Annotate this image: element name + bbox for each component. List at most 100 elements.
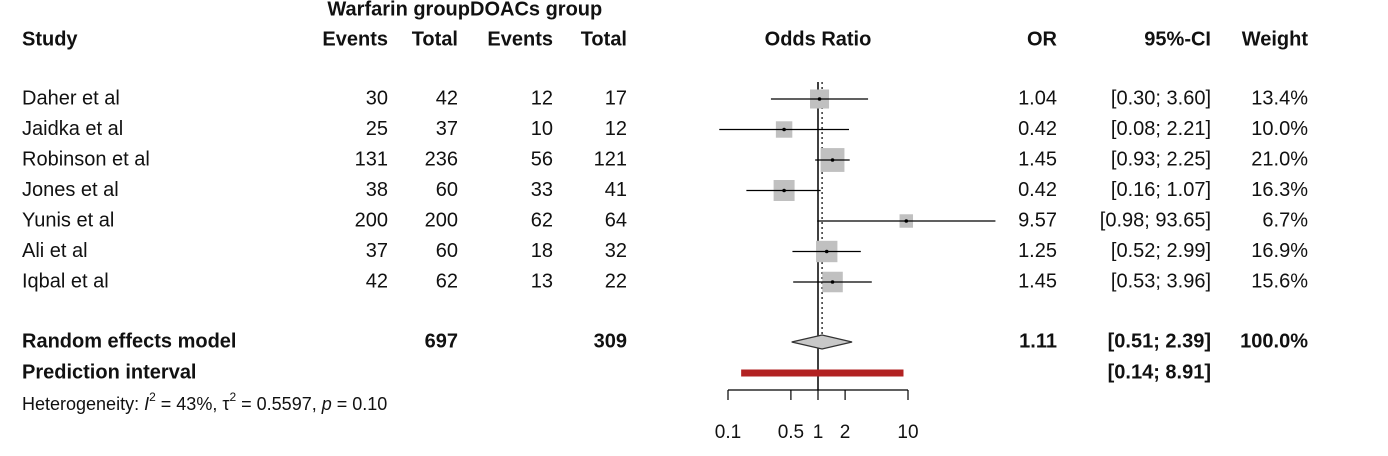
odds-ratio: 1.45 bbox=[1018, 148, 1057, 170]
events: 62 bbox=[531, 209, 553, 231]
column-header: Events bbox=[487, 28, 553, 50]
ci-label: [0.93; 2.25] bbox=[1111, 148, 1211, 170]
events: 30 bbox=[366, 87, 388, 109]
study-name: Ali et al bbox=[22, 240, 88, 262]
heterogeneity-part: = 43%, bbox=[156, 394, 223, 414]
column-header: Weight bbox=[1242, 28, 1309, 50]
odds-ratio: 1.45 bbox=[1018, 270, 1057, 292]
total: 60 bbox=[436, 179, 458, 201]
study-name: Yunis et al bbox=[22, 209, 114, 231]
ci-label: [0.08; 2.21] bbox=[1111, 118, 1211, 140]
ci-label: [0.16; 1.07] bbox=[1111, 179, 1211, 201]
ci-label: [0.53; 3.96] bbox=[1111, 270, 1211, 292]
odds-ratio: 0.42 bbox=[1018, 118, 1057, 140]
events: 42 bbox=[366, 270, 388, 292]
study-name: Iqbal et al bbox=[22, 270, 109, 292]
total: 22 bbox=[605, 270, 627, 292]
ci-label: [0.30; 3.60] bbox=[1111, 87, 1211, 109]
pooled-name: Random effects model bbox=[22, 330, 236, 352]
total: 236 bbox=[425, 148, 458, 170]
events: 12 bbox=[531, 87, 553, 109]
ci-label: [0.52; 2.99] bbox=[1111, 240, 1211, 262]
events: 200 bbox=[355, 209, 388, 231]
total: 309 bbox=[594, 330, 627, 352]
x-tick-label: 0.1 bbox=[715, 422, 741, 443]
ci-label: [0.14; 8.91] bbox=[1108, 361, 1211, 383]
total: 12 bbox=[605, 118, 627, 140]
prediction-bar bbox=[741, 369, 904, 377]
study-name: Jaidka et al bbox=[22, 118, 123, 140]
heterogeneity-part: p bbox=[321, 394, 332, 414]
events: 10 bbox=[531, 118, 553, 140]
point-estimate bbox=[817, 97, 822, 101]
total: 37 bbox=[436, 118, 458, 140]
x-tick-label: 10 bbox=[897, 422, 918, 443]
total: 64 bbox=[605, 209, 627, 231]
total: 697 bbox=[425, 330, 458, 352]
total: 62 bbox=[436, 270, 458, 292]
events: 33 bbox=[531, 179, 553, 201]
total: 121 bbox=[594, 148, 627, 170]
heterogeneity-part: = 0.10 bbox=[332, 394, 388, 414]
total: 41 bbox=[605, 179, 627, 201]
x-tick-label: 1 bbox=[813, 422, 824, 443]
weight: 16.3% bbox=[1251, 179, 1308, 201]
ci-label: [0.51; 2.39] bbox=[1108, 330, 1211, 352]
events: 38 bbox=[366, 179, 388, 201]
heterogeneity-part: 2 bbox=[229, 390, 236, 404]
heterogeneity-part: I bbox=[144, 394, 149, 414]
events: 25 bbox=[366, 118, 388, 140]
heterogeneity-part: = 0.5597, bbox=[236, 394, 322, 414]
total: 42 bbox=[436, 87, 458, 109]
column-header: Study bbox=[22, 28, 78, 50]
total: 32 bbox=[605, 240, 627, 262]
study-name: Jones et al bbox=[22, 179, 119, 201]
total: 200 bbox=[425, 209, 458, 231]
point-estimate bbox=[782, 188, 786, 193]
group-header: Warfarin group bbox=[327, 0, 470, 20]
events: 56 bbox=[531, 148, 553, 170]
weight: 21.0% bbox=[1251, 148, 1308, 170]
total: 60 bbox=[436, 240, 458, 262]
weight: 13.4% bbox=[1251, 87, 1308, 109]
total: 17 bbox=[605, 87, 627, 109]
weight: 10.0% bbox=[1251, 118, 1308, 140]
events: 131 bbox=[355, 148, 388, 170]
weight: 6.7% bbox=[1262, 209, 1308, 231]
events: 13 bbox=[531, 270, 553, 292]
column-header: Events bbox=[322, 28, 388, 50]
column-header: Odds Ratio bbox=[765, 28, 872, 50]
point-estimate bbox=[824, 249, 829, 254]
weight: 16.9% bbox=[1251, 240, 1308, 262]
column-header: Total bbox=[412, 28, 458, 50]
odds-ratio: 9.57 bbox=[1018, 209, 1057, 231]
heterogeneity-part: τ bbox=[222, 394, 229, 414]
prediction-name: Prediction interval bbox=[22, 361, 197, 383]
pooled-diamond bbox=[791, 334, 853, 350]
point-estimate bbox=[830, 280, 835, 284]
column-header: 95%-CI bbox=[1144, 28, 1211, 50]
column-header: OR bbox=[1027, 28, 1058, 50]
group-header: DOACs group bbox=[470, 0, 602, 20]
odds-ratio: 1.11 bbox=[1019, 330, 1057, 352]
point-estimate bbox=[782, 127, 786, 132]
events: 37 bbox=[366, 240, 388, 262]
odds-ratio: 1.04 bbox=[1018, 87, 1057, 109]
events: 18 bbox=[531, 240, 553, 262]
study-name: Daher et al bbox=[22, 87, 120, 109]
odds-ratio: 1.25 bbox=[1018, 240, 1057, 262]
weight: 15.6% bbox=[1251, 270, 1308, 292]
heterogeneity-part: Heterogeneity: bbox=[22, 394, 144, 414]
x-tick-label: 0.5 bbox=[778, 422, 804, 443]
column-header: Total bbox=[581, 28, 627, 50]
ci-label: [0.98; 93.65] bbox=[1100, 209, 1211, 231]
heterogeneity-part: 2 bbox=[149, 390, 156, 404]
point-estimate bbox=[830, 158, 835, 162]
study-name: Robinson et al bbox=[22, 148, 150, 170]
point-estimate bbox=[904, 219, 909, 223]
odds-ratio: 0.42 bbox=[1018, 179, 1057, 201]
heterogeneity: Heterogeneity: I2 = 43%, τ2 = 0.5597, p … bbox=[22, 390, 387, 414]
weight: 100.0% bbox=[1240, 330, 1308, 352]
x-tick-label: 2 bbox=[840, 422, 851, 443]
